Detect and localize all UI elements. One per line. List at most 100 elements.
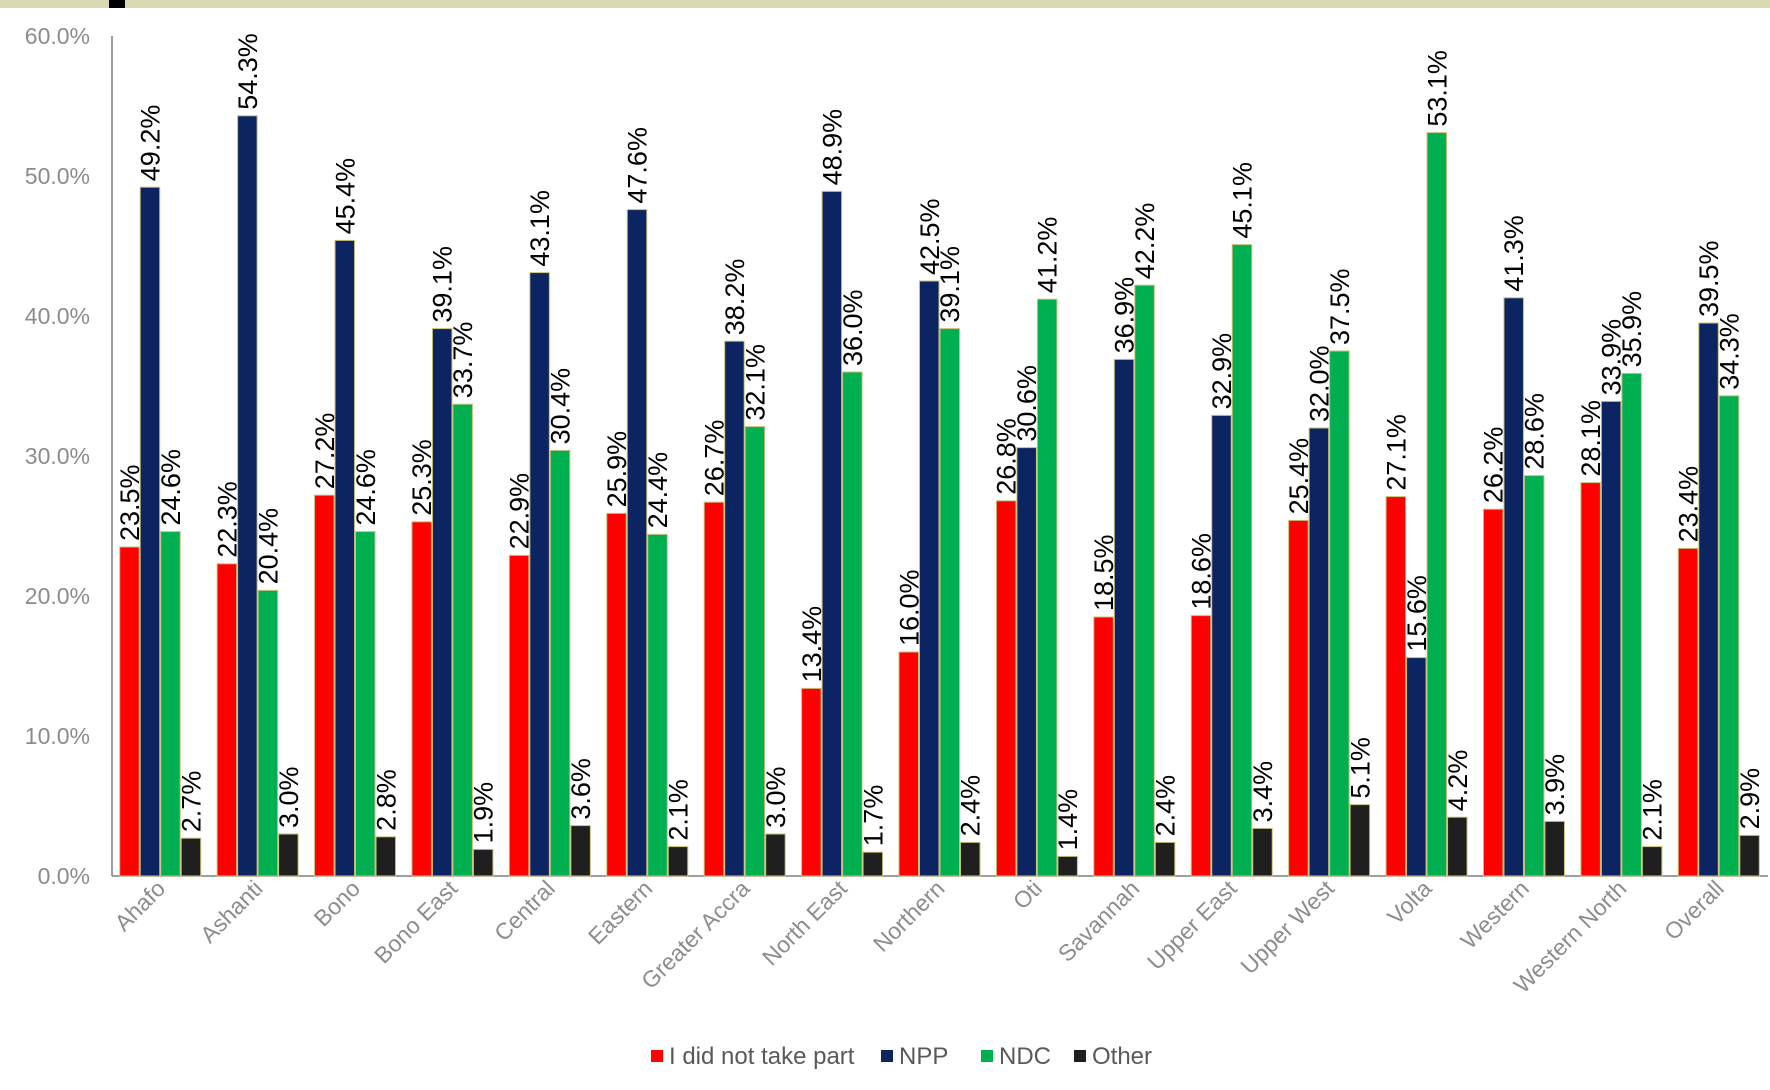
data-label-i-did-not-take-part-bono-east: 25.3% <box>407 439 437 516</box>
bar-other-western-north <box>1641 846 1663 877</box>
x-tick-label-western: Western <box>1455 875 1534 954</box>
data-label-i-did-not-take-part-savannah: 18.5% <box>1089 534 1119 611</box>
data-label-other-greater-accra: 3.0% <box>761 766 791 828</box>
bar-other-oti <box>1057 855 1078 877</box>
bar-i-did-not-take-part-ashanti <box>216 563 238 877</box>
data-label-npp-upper-east: 32.9% <box>1207 333 1237 410</box>
legend-swatch-i-did-not-take-part <box>651 1050 663 1062</box>
data-label-i-did-not-take-part-upper-east: 18.6% <box>1186 533 1216 610</box>
data-label-ndc-north-east: 36.0% <box>838 289 868 366</box>
y-axis: 0.0% 10.0% 20.0% 30.0% 40.0% 50.0% 60.0% <box>25 23 113 889</box>
data-label-i-did-not-take-part-bono: 27.2% <box>310 413 340 490</box>
bar-npp-bono-east <box>431 328 453 877</box>
data-label-other-northern: 2.4% <box>956 775 986 837</box>
data-label-npp-western: 41.3% <box>1499 215 1529 292</box>
legend-swatch-npp <box>881 1050 893 1062</box>
data-label-npp-oti: 30.6% <box>1012 365 1042 442</box>
data-label-i-did-not-take-part-western-north: 28.1% <box>1576 400 1606 477</box>
bar-npp-upper-west <box>1308 427 1330 877</box>
data-label-i-did-not-take-part-eastern: 25.9% <box>602 431 632 508</box>
data-label-ndc-upper-west: 37.5% <box>1325 268 1355 345</box>
legend-label-i-did-not-take-part: I did not take part <box>669 1043 855 1070</box>
bar-i-did-not-take-part-overall <box>1677 547 1699 877</box>
bar-i-did-not-take-part-savannah <box>1093 616 1114 877</box>
y-tick-label: 50.0% <box>25 163 90 189</box>
bar-other-eastern <box>667 846 689 877</box>
x-tick-label-upper-east: Upper East <box>1142 875 1242 975</box>
bar-other-ashanti <box>278 833 299 877</box>
data-label-other-ahafo: 2.7% <box>176 771 206 833</box>
bar-npp-greater-accra <box>724 340 745 877</box>
bar-ndc-overall <box>1718 395 1740 877</box>
data-label-i-did-not-take-part-volta: 27.1% <box>1381 414 1411 491</box>
x-tick-label-northern: Northern <box>868 875 950 957</box>
data-label-other-upper-east: 3.4% <box>1248 761 1278 823</box>
x-tick-label-upper-west: Upper West <box>1235 875 1339 979</box>
data-label-ndc-northern: 39.1% <box>935 246 965 323</box>
data-label-npp-bono: 45.4% <box>330 158 360 235</box>
data-label-i-did-not-take-part-western: 26.2% <box>1479 427 1509 504</box>
x-tick-label-volta: Volta <box>1382 875 1437 930</box>
bar-other-north-east <box>862 851 884 877</box>
bar-ndc-western-north <box>1621 372 1642 877</box>
data-label-npp-ahafo: 49.2% <box>135 105 165 182</box>
bar-i-did-not-take-part-upper-east <box>1190 615 1212 877</box>
y-tick-label: 0.0% <box>38 863 90 889</box>
data-label-ndc-eastern: 24.4% <box>643 452 673 529</box>
legend: I did not take part NPP NDC Other <box>651 1043 1152 1070</box>
data-label-npp-western-north: 33.9% <box>1597 319 1627 396</box>
bar-npp-north-east <box>821 190 843 877</box>
bar-ndc-eastern <box>647 533 668 877</box>
data-label-other-ashanti: 3.0% <box>274 766 304 828</box>
data-label-npp-greater-accra: 38.2% <box>720 259 750 336</box>
legend-label-npp: NPP <box>899 1043 948 1070</box>
bar-i-did-not-take-part-central <box>508 554 530 877</box>
bar-other-northern <box>960 841 981 877</box>
x-tick-label-north-east: North East <box>757 875 853 971</box>
data-label-npp-bono-east: 39.1% <box>428 246 458 323</box>
data-label-i-did-not-take-part-central: 22.9% <box>505 473 535 550</box>
y-tick-label: 20.0% <box>25 583 90 609</box>
data-label-npp-central: 43.1% <box>525 190 555 267</box>
bar-npp-savannah <box>1113 358 1135 877</box>
bar-npp-overall <box>1698 322 1719 877</box>
bar-npp-western <box>1503 297 1524 877</box>
data-label-other-savannah: 2.4% <box>1151 775 1181 837</box>
data-label-other-overall: 2.9% <box>1735 768 1765 830</box>
data-label-ndc-oti: 41.2% <box>1033 217 1063 294</box>
bar-npp-ashanti <box>237 115 258 877</box>
bar-npp-ahafo <box>139 186 161 877</box>
data-label-ndc-bono: 24.6% <box>351 449 381 526</box>
bar-i-did-not-take-part-volta <box>1385 496 1407 877</box>
bar-ndc-central <box>549 449 571 877</box>
data-label-npp-ashanti: 54.3% <box>233 33 263 110</box>
bar-other-upper-east <box>1252 827 1273 877</box>
data-label-other-western-north: 2.1% <box>1638 779 1668 841</box>
bar-ndc-bono <box>355 531 376 877</box>
data-label-other-oti: 1.4% <box>1053 789 1083 851</box>
data-label-other-western: 3.9% <box>1540 754 1570 816</box>
bar-i-did-not-take-part-bono <box>314 494 335 877</box>
x-tick-label-ashanti: Ashanti <box>195 875 268 948</box>
data-label-i-did-not-take-part-overall: 23.4% <box>1674 466 1704 543</box>
data-label-npp-savannah: 36.9% <box>1110 277 1140 354</box>
x-tick-label-bono-east: Bono East <box>369 875 463 969</box>
data-label-ndc-greater-accra: 32.1% <box>740 344 770 421</box>
bar-i-did-not-take-part-upper-west <box>1288 519 1309 877</box>
bar-other-bono-east <box>472 848 494 877</box>
bar-ndc-bono-east <box>452 403 473 877</box>
bar-ndc-greater-accra <box>744 426 766 877</box>
data-label-i-did-not-take-part-ahafo: 23.5% <box>115 464 145 541</box>
bar-ndc-northern <box>939 328 960 877</box>
bar-other-volta <box>1447 816 1468 877</box>
bar-i-did-not-take-part-western <box>1482 508 1504 877</box>
legend-label-ndc: NDC <box>999 1043 1051 1070</box>
bar-npp-eastern <box>626 209 648 877</box>
bar-ndc-ahafo <box>160 531 181 877</box>
data-label-ndc-western: 28.6% <box>1520 393 1550 470</box>
bar-npp-volta <box>1406 657 1427 877</box>
bar-ndc-ashanti <box>257 589 279 877</box>
bar-ndc-upper-west <box>1329 350 1350 877</box>
y-tick-label: 40.0% <box>25 303 90 329</box>
